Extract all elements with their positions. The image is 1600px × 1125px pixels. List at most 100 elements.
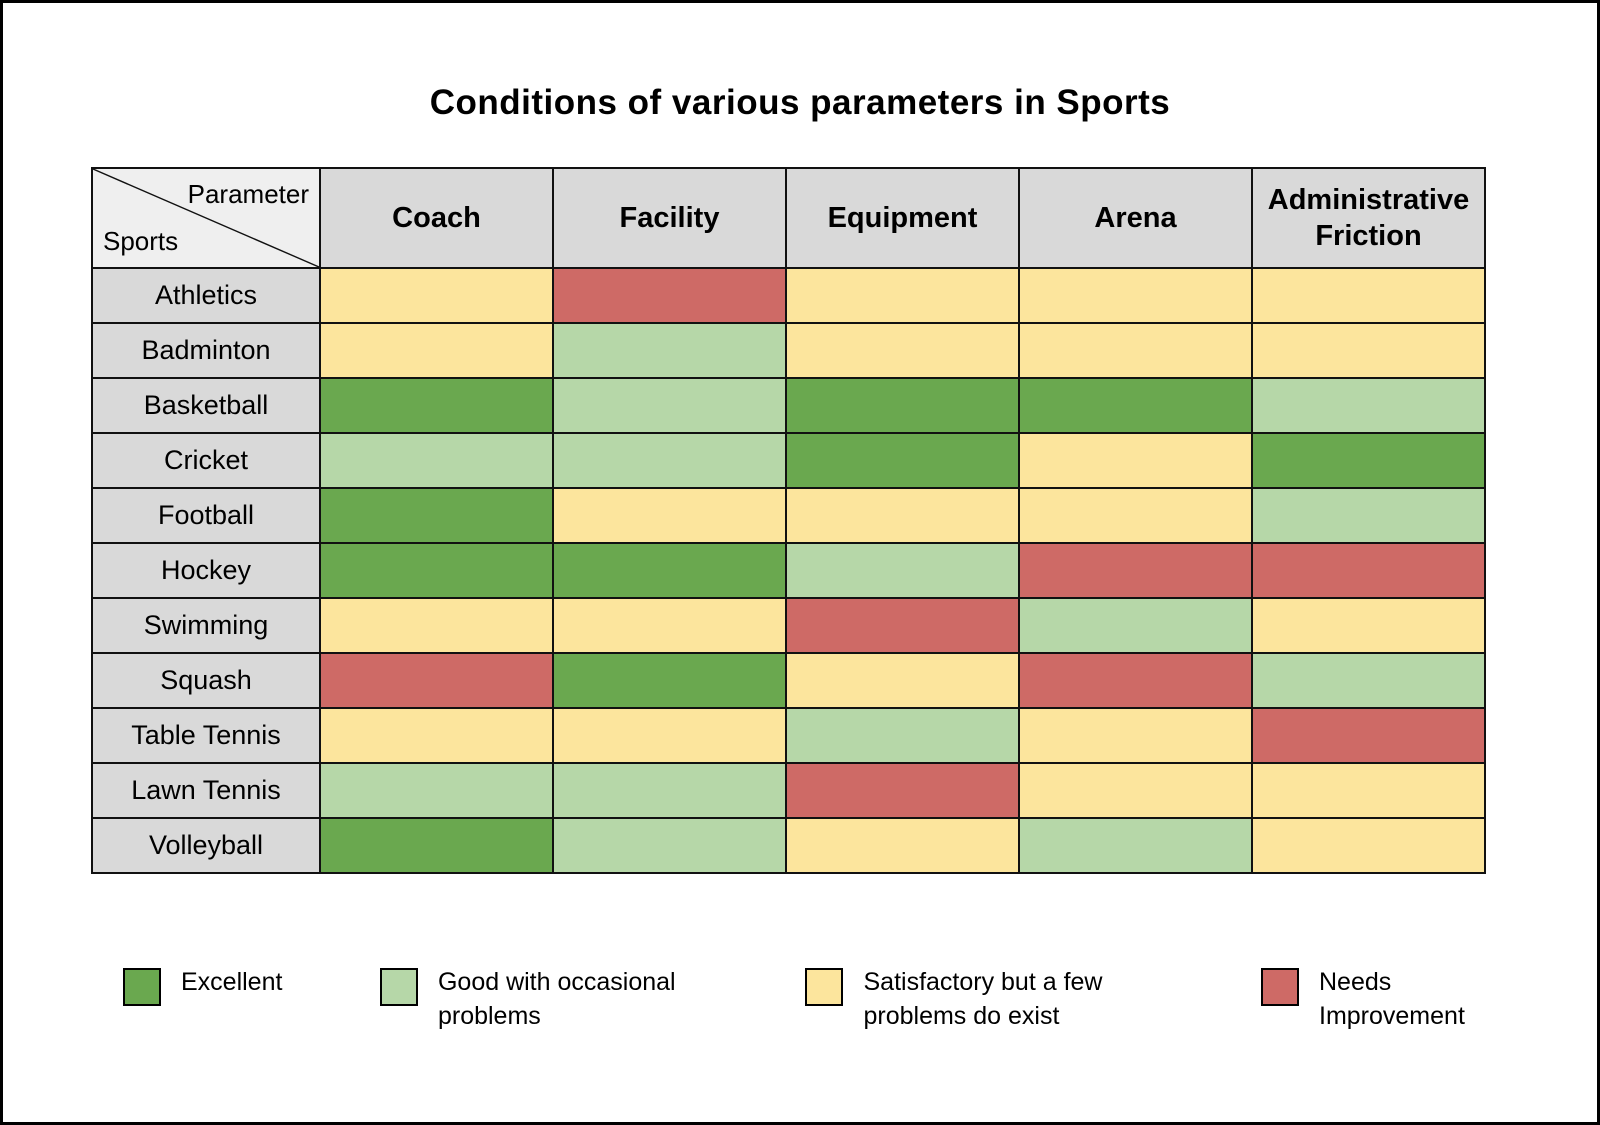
table-row: Cricket	[91, 432, 1486, 489]
corner-cell: Parameter Sports	[91, 167, 321, 269]
sport-label: Squash	[91, 652, 321, 709]
corner-parameter-label: Parameter	[187, 179, 309, 209]
heatmap-cell-good	[552, 322, 787, 379]
table-row: Hockey	[91, 542, 1486, 599]
heatmap-cell-good	[552, 817, 787, 874]
heatmap-cell-excellent	[785, 377, 1020, 434]
heatmap-cell-satisfactory	[1018, 707, 1253, 764]
diagonal-divider	[93, 169, 319, 267]
column-header-administrative-friction: Administrative Friction	[1251, 167, 1486, 269]
sport-label: Table Tennis	[91, 707, 321, 764]
heatmap-cell-satisfactory	[319, 597, 554, 654]
table-row: Table Tennis	[91, 707, 1486, 764]
heatmap-cell-satisfactory	[1018, 762, 1253, 819]
sport-label: Lawn Tennis	[91, 762, 321, 819]
sport-label: Hockey	[91, 542, 321, 599]
heatmap-cell-good	[785, 707, 1020, 764]
legend-swatch-excellent	[123, 968, 161, 1006]
sport-label: Badminton	[91, 322, 321, 379]
legend-label: Needs Improvement	[1319, 968, 1465, 1030]
heatmap-cell-satisfactory	[1018, 432, 1253, 489]
heatmap-cell-satisfactory	[1251, 267, 1486, 324]
heatmap-cell-satisfactory	[1018, 267, 1253, 324]
heatmap-cell-needs_improvement	[552, 267, 787, 324]
heatmap-cell-needs_improvement	[1251, 542, 1486, 599]
legend-label: Good with occasional problems	[437, 968, 676, 1030]
table-row: Swimming	[91, 597, 1486, 654]
heatmap-cell-good	[552, 762, 787, 819]
heatmap-cell-good	[785, 542, 1020, 599]
table-row: Football	[91, 487, 1486, 544]
heatmap-cell-satisfactory	[319, 267, 554, 324]
heatmap-cell-good	[319, 432, 554, 489]
heatmap-cell-excellent	[319, 487, 554, 544]
corner-sports-label: Sports	[103, 226, 179, 256]
heatmap-cell-needs_improvement	[785, 762, 1020, 819]
heatmap-cell-good	[1251, 487, 1486, 544]
heatmap-cell-satisfactory	[785, 322, 1020, 379]
sports-parameters-heatmap: Parameter Sports Coach Facility Equipment A…	[91, 167, 1486, 874]
heatmap-cell-excellent	[319, 377, 554, 434]
heatmap-cell-needs_improvement	[1018, 542, 1253, 599]
table-row: Volleyball	[91, 817, 1486, 874]
heatmap-cell-satisfactory	[1018, 322, 1253, 379]
legend-item-good: Good with occasional problems	[379, 966, 708, 1034]
column-header-coach: Coach	[319, 167, 554, 269]
heatmap-cell-satisfactory	[319, 322, 554, 379]
heatmap-cell-satisfactory	[785, 652, 1020, 709]
heatmap-cell-good	[552, 432, 787, 489]
sport-label: Volleyball	[91, 817, 321, 874]
page-title: Conditions of various parameters in Spor…	[429, 83, 1171, 122]
heatmap-cell-satisfactory	[1251, 762, 1486, 819]
heatmap-cell-satisfactory	[1251, 817, 1486, 874]
sport-label: Basketball	[91, 377, 321, 434]
sport-label: Football	[91, 487, 321, 544]
heatmap-cell-satisfactory	[785, 817, 1020, 874]
heatmap-cell-satisfactory	[785, 267, 1020, 324]
heatmap-cell-needs_improvement	[319, 652, 554, 709]
legend-label: Excellent	[181, 968, 283, 996]
legend: Excellent Good with occasional problems Sa…	[3, 966, 1597, 1034]
heatmap-cell-excellent	[319, 542, 554, 599]
legend-swatch-needs_improvement	[1261, 968, 1299, 1006]
heatmap-cell-satisfactory	[319, 707, 554, 764]
heatmap-cell-excellent	[785, 432, 1020, 489]
legend-item-satisfactory: Satisfactory but a few problems do exist	[805, 966, 1163, 1034]
heatmap-cell-excellent	[1018, 377, 1253, 434]
heatmap-cell-satisfactory	[552, 707, 787, 764]
heatmap-cell-satisfactory	[552, 487, 787, 544]
header-row: Parameter Sports Coach Facility Equipment A…	[91, 167, 1486, 269]
heatmap-cell-needs_improvement	[785, 597, 1020, 654]
table-row: Basketball	[91, 377, 1486, 434]
column-header-arena: Arena	[1018, 167, 1253, 269]
heatmap-cell-satisfactory	[1251, 322, 1486, 379]
legend-swatch-good	[379, 968, 418, 1006]
heatmap-cell-needs_improvement	[1018, 652, 1253, 709]
table-row: Lawn Tennis	[91, 762, 1486, 819]
heatmap-cell-excellent	[319, 817, 554, 874]
heatmap-cell-good	[1251, 377, 1486, 434]
heatmap-cell-good	[1018, 597, 1253, 654]
heatmap-cell-excellent	[1251, 432, 1486, 489]
table-body: Athletics Badminton Basketball Cricket Footb…	[91, 267, 1486, 874]
heatmap-cell-good	[1018, 817, 1253, 874]
heatmap-cell-good	[1251, 652, 1486, 709]
legend-label: Satisfactory but a few problems do exist	[863, 968, 1103, 1030]
heatmap-cell-excellent	[552, 652, 787, 709]
heatmap-cell-excellent	[552, 542, 787, 599]
heatmap-cell-needs_improvement	[1251, 707, 1486, 764]
table-row: Athletics	[91, 267, 1486, 324]
table-row: Badminton	[91, 322, 1486, 379]
column-header-facility: Facility	[552, 167, 787, 269]
heatmap-cell-satisfactory	[1251, 597, 1486, 654]
table-row: Squash	[91, 652, 1486, 709]
sport-label: Athletics	[91, 267, 321, 324]
heatmap-cell-good	[319, 762, 554, 819]
heatmap-cell-satisfactory	[1018, 487, 1253, 544]
column-header-equipment: Equipment	[785, 167, 1020, 269]
heatmap-cell-satisfactory	[785, 487, 1020, 544]
sport-label: Cricket	[91, 432, 321, 489]
legend-swatch-satisfactory	[805, 968, 844, 1006]
legend-item-needs_improvement: Needs Improvement	[1261, 966, 1479, 1034]
sport-label: Swimming	[91, 597, 321, 654]
